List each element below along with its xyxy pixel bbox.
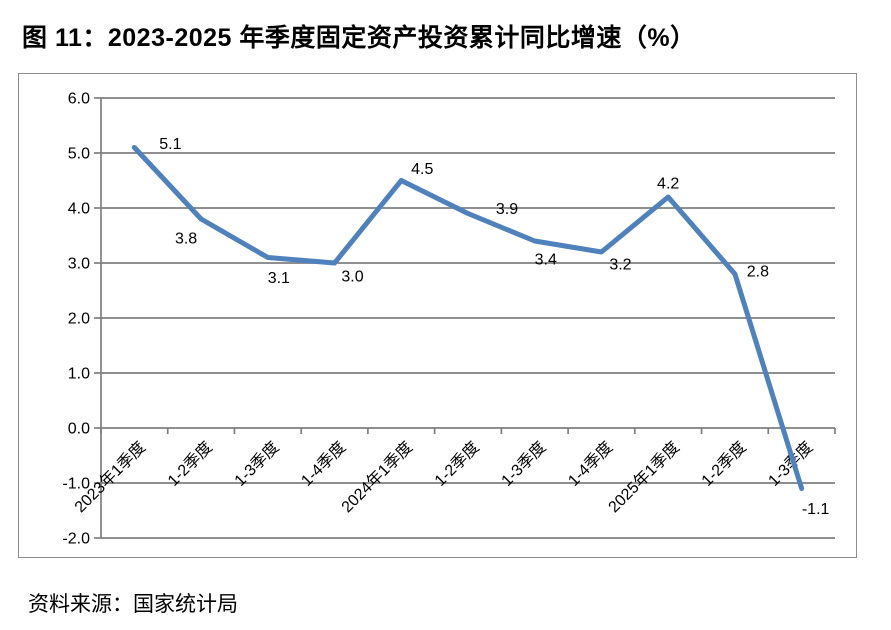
data-label: 4.5	[411, 161, 433, 178]
x-axis-tick-label: 1-3季度	[498, 438, 550, 490]
figure-title: 图 11：2023-2025 年季度固定资产投资累计同比增速（%）	[22, 24, 696, 52]
x-axis-tick-label: 1-4季度	[298, 438, 350, 490]
data-label: 2.8	[747, 264, 769, 281]
data-label: 4.2	[657, 176, 679, 193]
y-axis-tick-label: -1.0	[62, 476, 90, 493]
x-axis-tick-label: 1-2季度	[698, 438, 750, 490]
data-label: 3.0	[341, 269, 363, 286]
y-axis-tick-label: 1.0	[68, 366, 90, 383]
x-axis-tick-label: 1-3季度	[231, 438, 283, 490]
y-axis-tick-label: 5.0	[68, 146, 90, 163]
x-axis-tick-label: 2024年1季度	[338, 438, 416, 516]
data-label: 5.1	[159, 136, 181, 153]
y-axis-tick-label: 3.0	[68, 256, 90, 273]
y-axis-tick-label: 6.0	[68, 91, 90, 108]
source-note: 资料来源：国家统计局	[28, 593, 238, 616]
data-label: -1.1	[802, 501, 830, 518]
data-label: 3.8	[175, 231, 197, 248]
trend-line	[131, 145, 805, 491]
y-axis-tick-label: 0.0	[68, 421, 90, 438]
data-label: 3.2	[609, 257, 631, 274]
data-label: 3.4	[535, 252, 557, 269]
x-axis-tick-label: 1-2季度	[431, 438, 483, 490]
data-label: 3.9	[496, 201, 518, 218]
y-axis-tick-label: -2.0	[62, 531, 90, 548]
x-axis-tick-label: 1-2季度	[164, 438, 216, 490]
x-axis-tick-label: 2025年1季度	[605, 438, 683, 516]
y-axis-tick-label: 2.0	[68, 311, 90, 328]
x-axis-tick-label: 1-4季度	[565, 438, 617, 490]
y-axis-tick-label: 4.0	[68, 201, 90, 218]
chart-container: 6.0 5.0 4.0 3.0 2.0 1.0 0.0 -1.0 -2.0 2023年1季度 1-2…	[18, 73, 857, 558]
data-label: 3.1	[268, 270, 290, 287]
